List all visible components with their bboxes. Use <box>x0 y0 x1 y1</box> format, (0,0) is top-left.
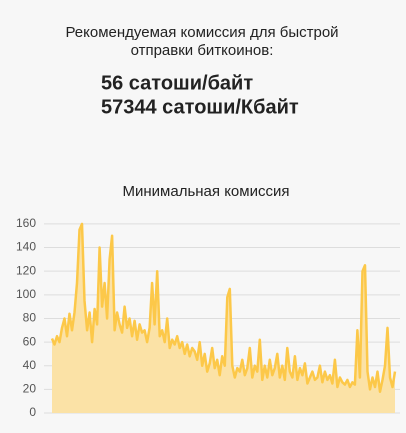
y-tick-label: 60 <box>23 334 37 348</box>
y-tick-label: 160 <box>16 216 36 230</box>
y-tick-label: 140 <box>16 240 36 254</box>
y-tick-label: 100 <box>16 287 36 301</box>
chart-title: Минимальная комиссия <box>123 183 290 200</box>
line <box>50 222 397 393</box>
fee-value: 57344 сатоши/Кбайт <box>101 96 299 118</box>
y-tick-label: 120 <box>16 263 36 277</box>
header-line: отправки биткоинов: <box>131 42 274 59</box>
area <box>52 223 395 413</box>
y-tick-label: 40 <box>23 358 37 372</box>
y-tick-label: 80 <box>23 311 37 325</box>
header-line: Рекомендуемая комиссия для быстрой <box>65 24 338 41</box>
y-tick-label: 20 <box>23 382 37 396</box>
fee-value: 56 сатоши/байт <box>101 72 253 94</box>
y-tick-label: 0 <box>29 405 36 419</box>
